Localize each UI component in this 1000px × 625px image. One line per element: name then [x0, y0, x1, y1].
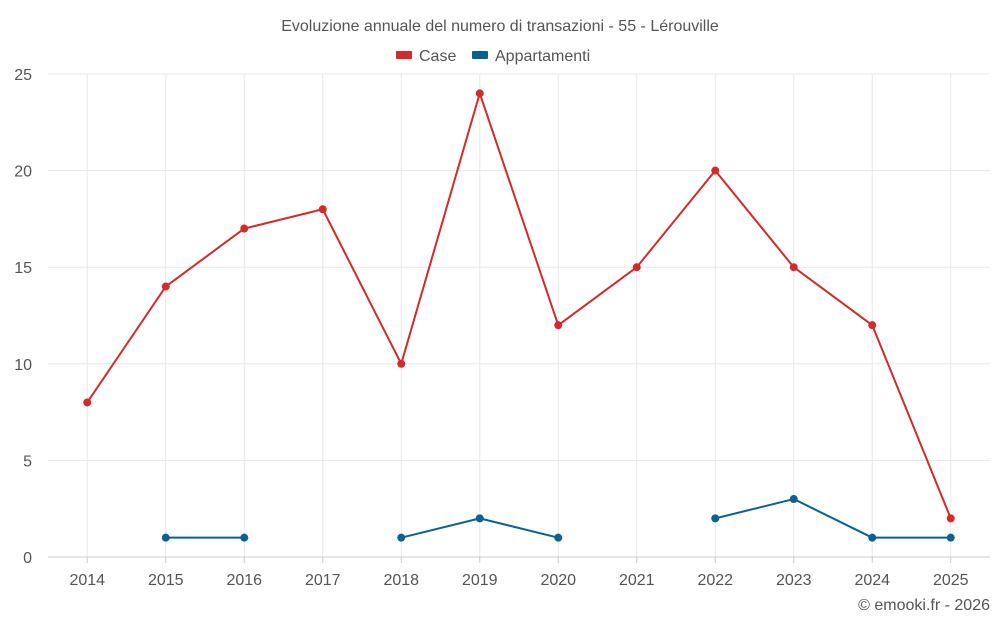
x-tick-label: 2022 — [697, 572, 733, 589]
y-tick-label: 0 — [23, 550, 32, 567]
data-point-case[interactable] — [632, 263, 641, 272]
data-point-appartamenti[interactable] — [161, 533, 170, 542]
x-tick-label: 2023 — [776, 572, 812, 589]
x-tick-label: 2016 — [226, 572, 262, 589]
legend-swatch-case — [396, 51, 412, 59]
data-point-appartamenti[interactable] — [868, 533, 877, 542]
x-tick-label: 2017 — [305, 572, 341, 589]
x-tick-label: 2018 — [383, 572, 419, 589]
x-tick-label: 2014 — [69, 572, 105, 589]
x-tick-label: 2021 — [619, 572, 655, 589]
data-point-appartamenti[interactable] — [397, 533, 406, 542]
x-tick-label: 2025 — [933, 572, 969, 589]
data-point-case[interactable] — [83, 398, 92, 407]
series — [83, 89, 955, 542]
chart-title: Evoluzione annuale del numero di transaz… — [281, 18, 719, 35]
x-tick-label: 2024 — [854, 572, 890, 589]
gridlines — [48, 73, 990, 557]
y-tick-label: 15 — [14, 260, 32, 277]
y-tick-label: 5 — [23, 453, 32, 470]
legend-swatch-appartamenti — [472, 51, 488, 59]
y-tick-label: 10 — [14, 357, 32, 374]
data-point-case[interactable] — [161, 282, 170, 291]
data-point-appartamenti[interactable] — [711, 514, 720, 523]
y-tick-label: 20 — [14, 164, 32, 181]
x-tick-label: 2019 — [462, 572, 498, 589]
series-case — [83, 89, 955, 523]
legend-item-appartamenti[interactable]: Appartamenti — [472, 48, 590, 65]
legend-item-case[interactable]: Case — [396, 48, 456, 65]
y-tick-label: 25 — [14, 67, 32, 84]
credit-text: © emooki.fr - 2026 — [858, 597, 990, 614]
data-point-case[interactable] — [789, 263, 798, 272]
series-line-case — [86, 92, 952, 519]
x-tick-label: 2020 — [540, 572, 576, 589]
x-tick-label: 2015 — [148, 572, 184, 589]
data-point-case[interactable] — [711, 166, 720, 175]
legend-label-appartamenti: Appartamenti — [495, 48, 590, 65]
data-point-case[interactable] — [397, 359, 406, 368]
data-point-appartamenti[interactable] — [475, 514, 484, 523]
data-point-appartamenti[interactable] — [946, 533, 955, 542]
data-point-case[interactable] — [946, 514, 955, 523]
data-point-case[interactable] — [475, 89, 484, 98]
series-line-appartamenti — [715, 498, 951, 539]
data-point-appartamenti[interactable] — [554, 533, 563, 542]
data-point-case[interactable] — [868, 321, 877, 330]
data-point-case[interactable] — [554, 321, 563, 330]
legend-label-case: Case — [419, 48, 456, 65]
data-point-appartamenti[interactable] — [240, 533, 249, 542]
data-point-case[interactable] — [318, 205, 327, 214]
data-point-appartamenti[interactable] — [789, 495, 798, 504]
data-point-case[interactable] — [240, 224, 249, 233]
series-appartamenti — [161, 495, 955, 542]
legend: Case Appartamenti — [396, 48, 590, 65]
